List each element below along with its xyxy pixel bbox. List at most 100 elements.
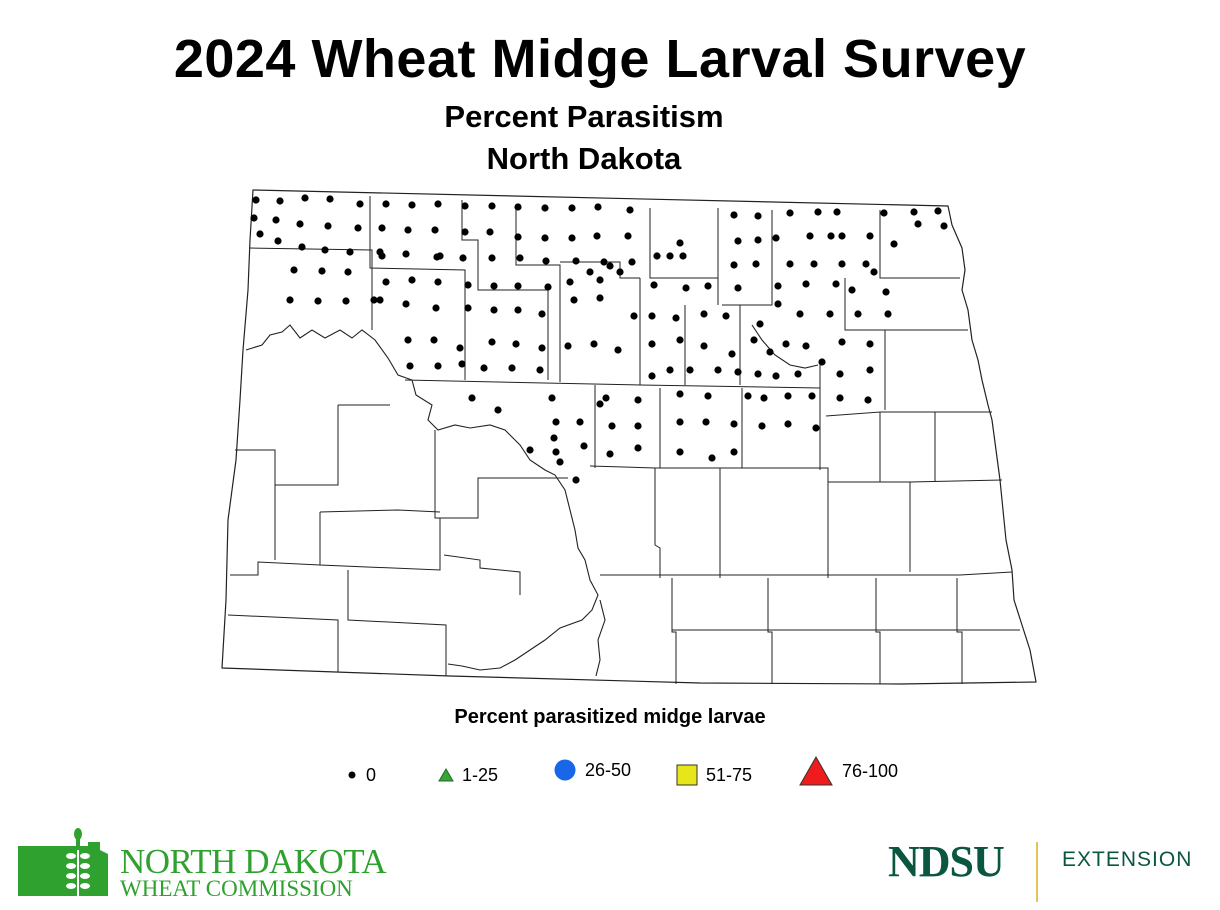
survey-point — [772, 234, 780, 242]
survey-point — [552, 448, 560, 456]
survey-point — [754, 370, 762, 378]
legend-item-1-25: 1-25 — [438, 760, 498, 790]
survey-point — [490, 282, 498, 290]
survey-point — [666, 366, 674, 374]
extension-logo-text: EXTENSION — [1062, 848, 1193, 871]
survey-point — [568, 234, 576, 242]
survey-point — [464, 304, 472, 312]
survey-point — [884, 310, 892, 318]
survey-point — [648, 372, 656, 380]
sheyenne-river — [751, 324, 819, 369]
green-triangle-icon — [438, 768, 454, 782]
survey-point — [734, 237, 742, 245]
survey-point — [342, 297, 350, 305]
map-subtitle: Percent Parasitism — [444, 99, 724, 134]
survey-point — [382, 278, 390, 286]
survey-point — [628, 258, 636, 266]
survey-point — [550, 434, 558, 442]
survey-point — [402, 250, 410, 258]
survey-point — [541, 234, 549, 242]
survey-point — [402, 300, 410, 308]
survey-point — [714, 366, 722, 374]
survey-point — [730, 261, 738, 269]
survey-point — [734, 368, 742, 376]
survey-point — [870, 268, 878, 276]
survey-point — [378, 252, 386, 260]
survey-point — [616, 268, 624, 276]
survey-point — [436, 252, 444, 260]
survey-point — [324, 222, 332, 230]
wheat-state-icon — [18, 828, 108, 896]
survey-point — [434, 278, 442, 286]
survey-point — [848, 286, 856, 294]
legend-item-0: 0 — [346, 760, 376, 790]
survey-point — [836, 394, 844, 402]
survey-point — [708, 454, 716, 462]
survey-point — [602, 394, 610, 402]
survey-point — [812, 424, 820, 432]
survey-point — [704, 282, 712, 290]
survey-point — [672, 314, 680, 322]
survey-point — [346, 248, 354, 256]
survey-point — [838, 338, 846, 346]
survey-point — [516, 254, 524, 262]
survey-point — [802, 280, 810, 288]
survey-point — [700, 310, 708, 318]
survey-point — [686, 366, 694, 374]
page-title: 2024 Wheat Midge Larval Survey — [173, 29, 1027, 89]
survey-point — [782, 340, 790, 348]
survey-point — [459, 254, 467, 262]
survey-point — [774, 300, 782, 308]
north-dakota-wheat-commission-logo: NORTH DAKOTA WHEAT COMMISSION — [16, 826, 387, 901]
survey-point — [432, 304, 440, 312]
survey-point — [408, 201, 416, 209]
survey-point — [488, 254, 496, 262]
survey-point — [326, 195, 334, 203]
survey-point — [596, 294, 604, 302]
survey-point — [786, 209, 794, 217]
survey-point — [490, 306, 498, 314]
survey-point — [666, 252, 674, 260]
survey-point — [321, 246, 329, 254]
survey-point — [866, 340, 874, 348]
survey-point — [758, 422, 766, 430]
survey-point — [940, 222, 948, 230]
survey-point — [634, 396, 642, 404]
survey-point — [810, 260, 818, 268]
survey-point — [406, 362, 414, 370]
survey-point — [744, 392, 752, 400]
survey-point — [794, 370, 802, 378]
survey-point — [572, 476, 580, 484]
survey-point — [514, 282, 522, 290]
small-dot-icon — [348, 771, 356, 779]
legend-label: 1-25 — [462, 764, 499, 785]
survey-point — [682, 284, 690, 292]
survey-point — [544, 283, 552, 291]
legend-item-26-50: 26-50 — [553, 755, 631, 785]
survey-point — [456, 344, 464, 352]
survey-point — [754, 212, 762, 220]
survey-point — [354, 224, 362, 232]
survey-point — [836, 370, 844, 378]
survey-point — [566, 278, 574, 286]
survey-point — [648, 312, 656, 320]
survey-point — [818, 358, 826, 366]
survey-point — [486, 228, 494, 236]
legend-item-51-75: 51-75 — [676, 760, 752, 790]
survey-point — [286, 296, 294, 304]
survey-point — [404, 226, 412, 234]
survey-point — [914, 220, 922, 228]
survey-point — [624, 232, 632, 240]
survey-point — [538, 344, 546, 352]
survey-point — [734, 284, 742, 292]
survey-point — [461, 228, 469, 236]
survey-point — [274, 237, 282, 245]
survey-point — [580, 442, 588, 450]
survey-point — [614, 346, 622, 354]
survey-point — [488, 202, 496, 210]
survey-point — [564, 342, 572, 350]
legend-label: 26-50 — [585, 759, 632, 780]
survey-point — [404, 336, 412, 344]
survey-point — [653, 252, 661, 260]
